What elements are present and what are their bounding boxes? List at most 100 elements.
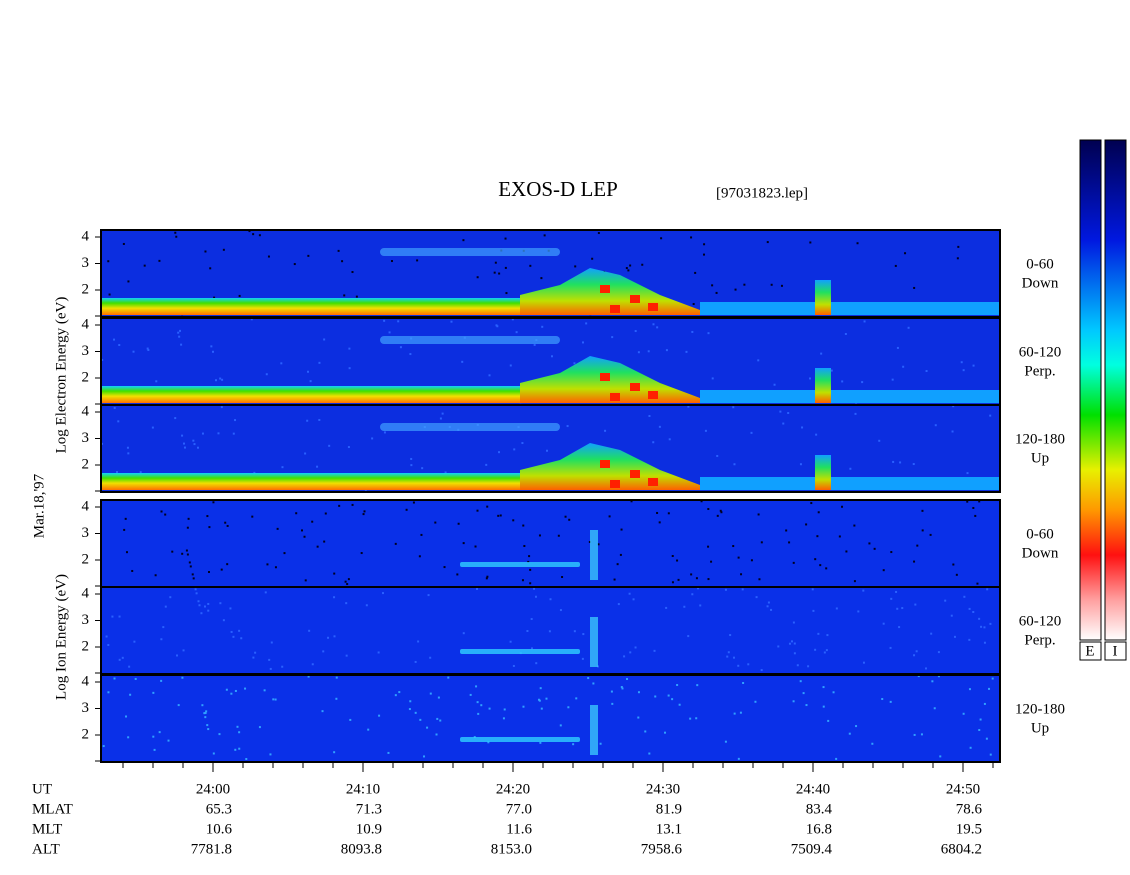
speckle xyxy=(394,694,397,697)
direction-label: Down xyxy=(1022,545,1059,561)
direction-label: Perp. xyxy=(1024,632,1055,648)
speckle xyxy=(304,579,307,582)
speckle xyxy=(862,589,865,592)
file-name: [97031823.lep] xyxy=(716,185,808,201)
speckle xyxy=(549,598,552,601)
speckle xyxy=(608,515,611,518)
speckle xyxy=(509,640,512,643)
speckle xyxy=(656,511,659,514)
speckle xyxy=(269,753,272,756)
speckle xyxy=(405,508,408,511)
speckle xyxy=(561,576,564,579)
y-tick-label: 2 xyxy=(82,456,90,472)
speckle xyxy=(151,426,154,429)
speckle xyxy=(174,231,177,234)
speckle xyxy=(174,417,177,420)
speckle xyxy=(533,343,536,346)
faint-arc xyxy=(380,336,560,344)
speckle xyxy=(475,685,478,688)
low-energy-band xyxy=(101,298,521,315)
speckle xyxy=(550,355,553,358)
speckle xyxy=(147,348,150,351)
row-value: 8093.8 xyxy=(341,841,382,857)
speckle xyxy=(499,514,502,517)
speckle xyxy=(349,718,352,721)
speckle xyxy=(691,593,694,596)
speckle xyxy=(817,511,820,514)
speckle xyxy=(204,250,207,253)
speckle xyxy=(827,719,830,722)
speckle xyxy=(333,635,336,638)
speckle xyxy=(132,350,135,353)
speckle xyxy=(755,596,758,599)
speckle xyxy=(125,715,128,718)
speckle xyxy=(889,646,892,649)
speckle xyxy=(416,259,419,262)
speckle xyxy=(962,712,965,715)
speckle xyxy=(226,563,229,566)
speckle xyxy=(152,735,155,738)
speckle xyxy=(790,640,793,643)
speckle xyxy=(421,467,424,470)
ion-streak xyxy=(590,530,598,580)
speckle xyxy=(498,451,501,454)
speckle xyxy=(733,656,736,659)
speckle xyxy=(687,635,690,638)
speckle xyxy=(212,752,215,755)
speckle xyxy=(360,552,363,555)
speckle xyxy=(234,689,237,692)
speckle xyxy=(989,753,992,756)
speckle xyxy=(676,559,679,562)
speckle xyxy=(694,271,697,274)
speckle xyxy=(930,632,933,635)
speckle xyxy=(692,303,695,306)
speckle xyxy=(770,283,773,286)
speckle xyxy=(582,633,585,636)
speckle xyxy=(963,595,966,598)
speckle xyxy=(270,641,273,644)
speckle xyxy=(690,573,693,576)
speckle xyxy=(825,567,828,570)
speckle xyxy=(529,264,532,267)
speckle xyxy=(105,635,108,638)
speckle xyxy=(409,353,412,356)
speckle xyxy=(410,457,413,460)
speckle xyxy=(739,711,742,714)
speckle xyxy=(217,432,220,435)
speckle xyxy=(814,558,817,561)
speckle xyxy=(716,514,719,517)
speckle xyxy=(538,534,541,537)
y-tick-label: 4 xyxy=(82,228,90,244)
speckle xyxy=(486,505,489,508)
speckle xyxy=(521,579,524,582)
speckle xyxy=(873,547,876,550)
speckle xyxy=(152,691,155,694)
speckle xyxy=(441,412,444,415)
speckle xyxy=(486,575,489,578)
speckle xyxy=(599,742,602,745)
speckle xyxy=(575,697,578,700)
speckle xyxy=(537,698,540,701)
speckle xyxy=(439,719,442,722)
speckle xyxy=(890,551,893,554)
speckle xyxy=(212,501,215,504)
speckle xyxy=(324,512,327,515)
speckle xyxy=(868,542,871,545)
row-value: 7781.8 xyxy=(191,841,232,857)
speckle xyxy=(979,718,982,721)
speckle xyxy=(526,629,529,632)
speckle xyxy=(365,604,368,607)
speckle xyxy=(429,692,432,695)
speckle xyxy=(737,556,740,559)
speckle xyxy=(921,509,924,512)
speckle xyxy=(777,645,780,648)
speckle xyxy=(220,568,223,571)
speckle xyxy=(474,545,477,548)
y-tick-label: 2 xyxy=(82,281,90,297)
speckle xyxy=(311,520,314,523)
speckle xyxy=(535,662,538,665)
speckle xyxy=(344,580,347,583)
speckle xyxy=(623,655,626,658)
speckle xyxy=(303,535,306,538)
ion-streak xyxy=(590,617,598,667)
